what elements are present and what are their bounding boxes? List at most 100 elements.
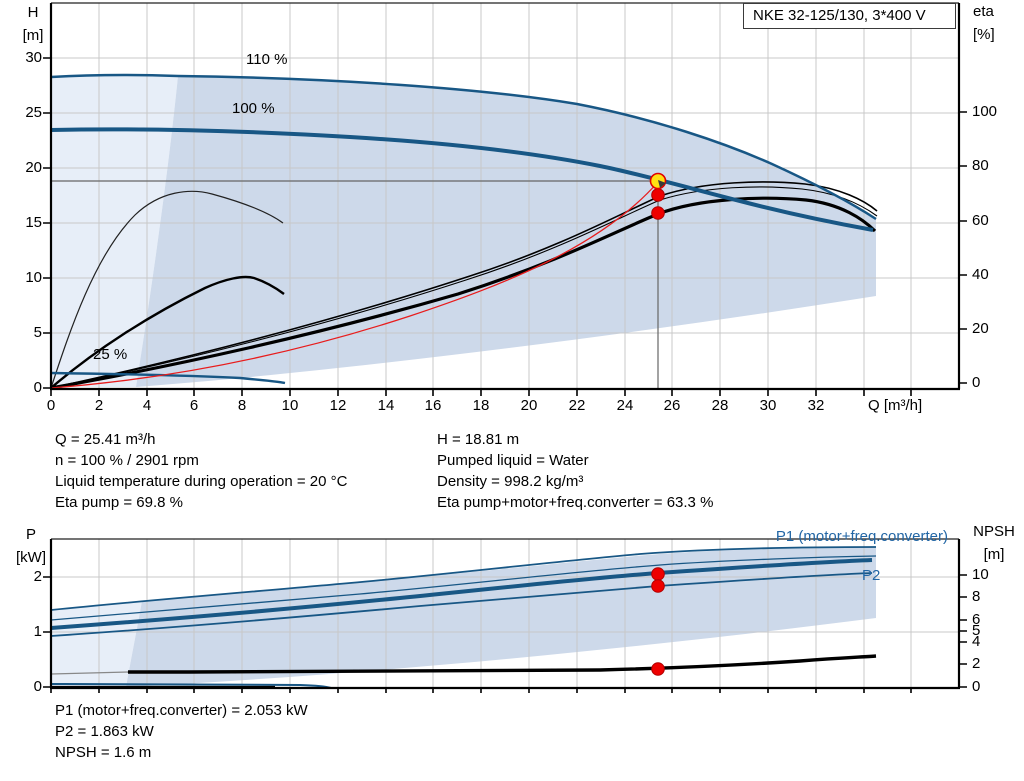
curve-label-25: 25 % [93,346,128,363]
vertical-gridlines-bottom [98,539,912,688]
npsh-tick-label: 2 [972,655,981,672]
envelope-dark-fill [136,76,876,387]
npsh-axis-name: NPSH [973,523,1015,540]
eta-total-point [651,206,665,220]
npsh-axis-unit: [m] [983,546,1005,563]
curve-label-100: 100 % [232,100,275,117]
curve-npsh-lowflow [50,671,129,675]
curve-head-25 [50,371,286,385]
npsh-tick-label: 0 [972,678,981,695]
p-axis-ticks [43,576,51,688]
q-tick-label: 24 [616,397,634,414]
q-axis-ticks-bottom [50,688,912,693]
p1-point [651,567,665,581]
info-line: Liquid temperature during operation = 20… [55,473,348,490]
h-tick-label: 10 [25,269,42,286]
h-axis-unit: [m] [22,27,44,44]
pump-title: NKE 32-125/130, 3*400 V [753,7,926,24]
envelope-light-fill [51,75,178,388]
horizontal-gridlines [51,57,959,334]
info-line: n = 100 % / 2901 rpm [55,452,199,469]
envelope-dark-fill-bottom [126,547,876,687]
h-tick-label: 15 [25,214,42,231]
eta-tick-label: 100 [972,103,998,120]
info-line: H = 18.81 m [437,431,520,448]
npsh-tick-label: 5 [972,622,981,639]
q-tick-label: 4 [142,397,152,414]
curve-eta-pump-thin-b [50,186,878,389]
p2-point [651,579,665,593]
q-tick-label: 8 [237,397,247,414]
h-axis-name: H [27,4,39,21]
top-chart [43,2,967,396]
q-tick-label: 2 [94,397,104,414]
eta-axis-name: eta [973,3,994,20]
eta-axis-ticks [959,111,967,384]
h-tick-label: 20 [25,159,42,176]
info-line: Eta pump = 69.8 % [55,494,183,511]
q-tick-label: 22 [568,397,586,414]
q-axis-label: Q [m³/h] [868,397,923,414]
q-tick-label: 6 [189,397,199,414]
curve-p1-25 [50,683,332,689]
p-tick-label: 0 [33,678,42,695]
curve-p2-110 [50,555,877,621]
eta-tick-label: 80 [972,157,989,174]
info-line: NPSH = 1.6 m [55,744,152,761]
pump-title-box: NKE 32-125/130, 3*400 V [743,3,956,29]
curve-label-110: 110 % [246,51,288,68]
h-tick-label: 0 [33,379,42,396]
h-tick-label: 30 [25,49,42,66]
eta-axis-unit: [%] [973,26,995,43]
p-axis-name: P [25,526,36,543]
curve-p1-100 [50,558,873,630]
eta-pump-point [651,188,665,202]
q-axis-ticks [50,389,912,396]
curve-eta-arc-reduced-speed [50,190,284,389]
npsh-tick-label: 4 [972,633,981,650]
info-line: Pumped liquid = Water [437,452,589,469]
info-line: Density = 998.2 kg/m³ [437,473,584,490]
curve-eta-pump-thin-a [50,181,878,389]
info-line: P2 = 1.863 kW [55,723,154,740]
curve-label-p1: P1 (motor+freq.converter) [775,528,948,545]
eta-tick-label: 0 [972,374,981,391]
bottom-chart [43,538,967,693]
q-tick-label: 20 [520,397,538,414]
q-tick-label: 10 [281,397,299,414]
npsh-tick-label: 6 [972,611,981,628]
q-tick-label: 0 [46,397,56,414]
p-axis-unit: [kW] [16,549,46,566]
curve-npsh [127,654,877,674]
q-tick-label: 12 [329,397,347,414]
info-line: P1 (motor+freq.converter) = 2.053 kW [55,702,308,719]
curve-p1-110 [50,546,877,611]
eta-tick-label: 60 [972,212,989,229]
npsh-tick-label: 8 [972,588,981,605]
h-tick-label: 5 [33,324,42,341]
duty-point-marker [649,172,667,190]
q-tick-label: 30 [759,397,777,414]
curve-p2-100 [50,572,873,637]
q-tick-label: 28 [711,397,729,414]
system-curve [50,181,659,389]
npsh-axis-ticks [959,574,967,688]
q-tick-label: 18 [472,397,490,414]
curve-eta-total-thick [50,196,877,390]
p-tick-label: 1 [33,623,42,640]
eta-tick-label: 20 [972,320,989,337]
npsh-tick-label: 10 [972,566,989,583]
q-tick-label: 32 [807,397,825,414]
q-tick-label: 14 [377,397,395,414]
curve-eta-hook [50,275,285,389]
h-tick-label: 25 [25,104,42,121]
h-axis-ticks [43,57,51,389]
npsh-point [651,662,665,676]
curve-head-110 [50,73,877,221]
q-tick-label: 26 [663,397,681,414]
duty-point-cursor [658,180,666,188]
curve-label-p2: P2 [862,567,881,584]
info-line: Eta pump+motor+freq.converter = 63.3 % [437,494,714,511]
